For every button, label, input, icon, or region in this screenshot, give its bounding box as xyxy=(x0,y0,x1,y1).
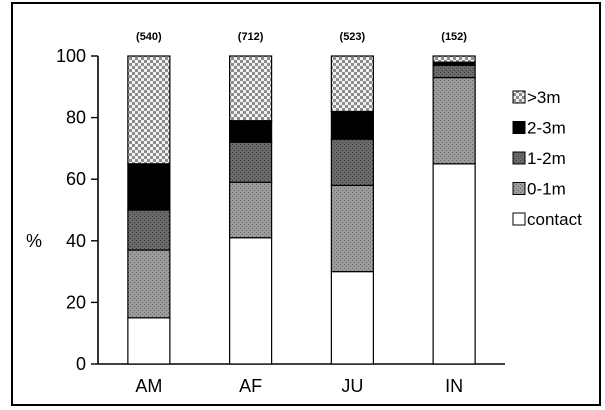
y-axis-ticks: 0 20 40 60 80 100 xyxy=(56,46,98,374)
legend-label: 1-2m xyxy=(527,149,566,168)
bar-segment-ju-3m xyxy=(330,55,374,113)
sample-size-label: (712) xyxy=(238,31,264,43)
x-category-label: JU xyxy=(341,376,363,396)
bar-segment-am-3m xyxy=(127,55,171,165)
x-category-label: AF xyxy=(239,376,262,396)
sample-size-label: (523) xyxy=(340,31,366,43)
legend-swatch xyxy=(512,90,526,104)
legend-label: >3m xyxy=(527,88,561,107)
bar-segment-am-12m xyxy=(127,209,171,251)
x-category-label: IN xyxy=(445,376,463,396)
y-tick-label: 100 xyxy=(56,46,86,66)
x-category-label: AM xyxy=(135,376,162,396)
chart-frame xyxy=(11,2,601,406)
legend-swatch xyxy=(512,151,526,165)
bar-segment-af-3m xyxy=(229,55,273,122)
bar-segment-af-23m xyxy=(229,120,273,143)
bar-segment-in-3m xyxy=(432,55,476,63)
bars-group xyxy=(127,55,476,365)
legend-swatch xyxy=(512,212,526,226)
y-tick-label: 80 xyxy=(66,108,86,128)
sample-size-label: (152) xyxy=(441,31,467,43)
bar-segment-am-contact xyxy=(127,317,171,365)
bar-segment-af-12m xyxy=(229,141,273,183)
bar-segment-ju-23m xyxy=(330,110,374,140)
bar-segment-in-contact xyxy=(432,163,476,365)
bar-segment-in-01m xyxy=(432,76,476,165)
legend-swatch xyxy=(512,121,526,134)
sample-size-labels: (540) (712) (523) (152) xyxy=(136,31,467,43)
bar-segment-ju-contact xyxy=(330,271,374,365)
bar-segment-am-01m xyxy=(127,249,171,319)
bar-segment-af-01m xyxy=(229,181,273,239)
legend-label: contact xyxy=(527,210,582,229)
legend: >3m 2-3m 1-2m 0-1m contact xyxy=(512,88,582,229)
bar-segment-in-12m xyxy=(432,64,476,79)
bar-segment-ju-12m xyxy=(330,138,374,186)
sample-size-label: (540) xyxy=(136,31,162,43)
bar-segment-am-23m xyxy=(127,163,171,211)
legend-label: 2-3m xyxy=(527,119,566,138)
y-tick-label: 0 xyxy=(76,354,86,374)
y-axis-label: % xyxy=(26,231,42,251)
bar-segment-af-contact xyxy=(229,237,273,365)
legend-label: 0-1m xyxy=(527,180,566,199)
y-tick-label: 40 xyxy=(66,231,86,251)
y-tick-label: 60 xyxy=(66,169,86,189)
category-labels: AM AF JU IN xyxy=(135,376,463,396)
bar-segment-ju-01m xyxy=(330,184,374,273)
legend-swatch xyxy=(512,182,526,195)
y-tick-label: 20 xyxy=(66,292,86,312)
